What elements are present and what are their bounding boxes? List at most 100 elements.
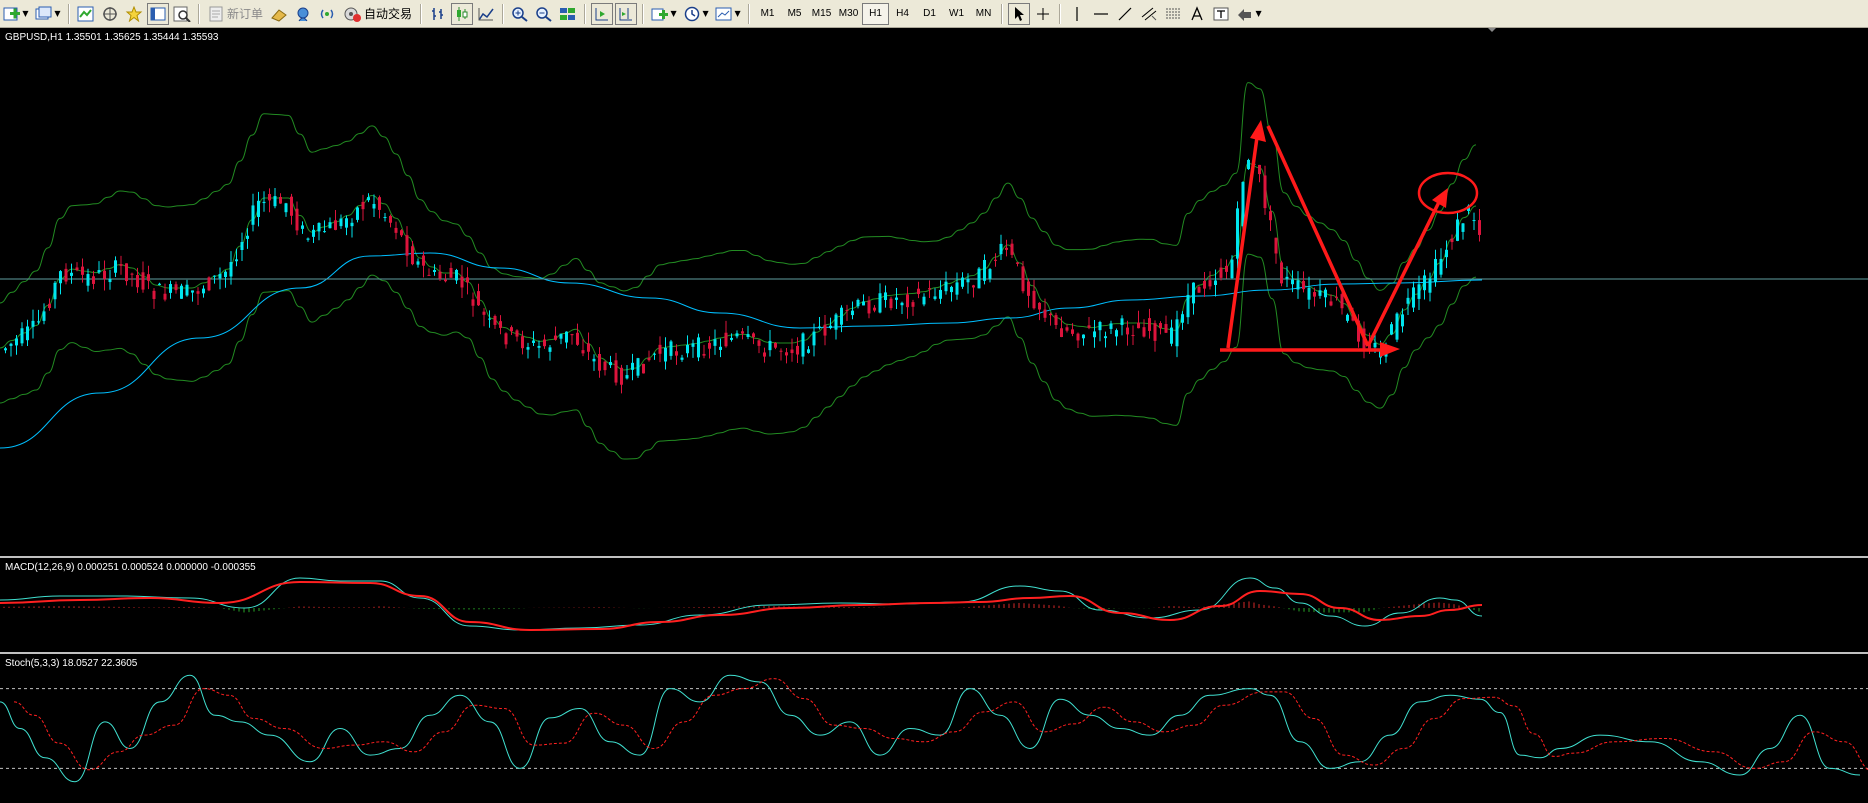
bullish-candle — [955, 282, 959, 295]
bullish-candle — [537, 345, 541, 348]
templates-button[interactable]: ▼ — [713, 3, 743, 25]
strategy-tester-button[interactable] — [171, 3, 193, 25]
price-chart[interactable] — [0, 28, 1868, 556]
channel-tool-button[interactable] — [1138, 3, 1160, 25]
bearish-candle — [554, 335, 557, 340]
bullish-candle — [1346, 314, 1349, 321]
bearish-candle — [823, 324, 827, 336]
timeframe-m30-button[interactable]: M30 — [838, 8, 859, 19]
bearish-candle — [774, 342, 777, 348]
text-label-tool-button[interactable] — [1210, 3, 1232, 25]
timeframe-m1-button[interactable]: M1 — [760, 8, 775, 19]
bearish-candle — [334, 220, 337, 230]
navigator-button[interactable] — [99, 3, 121, 25]
autoscroll-button[interactable] — [591, 2, 614, 25]
crosshair-icon — [1037, 7, 1050, 20]
bearish-candle — [1208, 280, 1212, 287]
bearish-candle — [103, 270, 106, 279]
fibonacci-tool-button[interactable] — [1162, 3, 1184, 25]
horizontal-line-tool-button[interactable] — [1090, 3, 1112, 25]
auto-trading-button[interactable]: 自动交易 — [340, 3, 415, 25]
profiles-button[interactable]: ▼ — [33, 3, 63, 25]
timeframe-h4-button[interactable]: H4 — [896, 8, 909, 19]
bullish-candle — [202, 288, 205, 294]
bullish-candle — [768, 340, 772, 351]
bullish-candle — [306, 238, 310, 240]
timeframe-m15-button[interactable]: M15 — [811, 8, 832, 19]
stochastic-main-line — [0, 674, 1861, 783]
broadcast-button[interactable] — [316, 3, 338, 25]
bullish-candle — [1406, 297, 1410, 304]
bearish-candle — [1065, 327, 1069, 331]
bullish-candle — [191, 290, 194, 293]
bearish-candle — [889, 298, 893, 309]
chevron-down-icon: ▼ — [22, 9, 29, 18]
moving-average-line — [0, 252, 1483, 449]
zoom-out-button[interactable] — [533, 3, 555, 25]
bearish-candle — [614, 360, 618, 383]
auto-trading-label: 自动交易 — [364, 7, 413, 21]
bullish-candle — [367, 197, 370, 201]
bearish-candle — [785, 352, 788, 356]
bearish-candle — [422, 255, 425, 266]
bullish-candle — [939, 289, 942, 299]
bullish-candle — [944, 281, 948, 292]
bullish-candle — [862, 301, 865, 306]
vertical-line-tool-button[interactable] — [1066, 3, 1088, 25]
new-chart-button[interactable]: ▼ — [1, 3, 31, 25]
stochastic-pane[interactable]: Stoch(5,3,3) 18.0527 22.3605 — [0, 654, 1868, 803]
new-order-button[interactable]: 新订单 — [205, 3, 266, 25]
cursor-tool-button[interactable] — [1008, 2, 1031, 25]
chart-shift-button[interactable] — [615, 2, 638, 25]
favorites-icon — [125, 5, 143, 22]
bearish-candle — [1076, 333, 1080, 341]
macd-pane[interactable]: MACD(12,26,9) 0.000251 0.000524 0.000000… — [0, 558, 1868, 654]
bullish-candle — [735, 333, 739, 337]
stochastic-chart[interactable] — [0, 654, 1868, 803]
zoom-in-button[interactable] — [509, 3, 531, 25]
bullish-candle — [1456, 219, 1459, 241]
bullish-candle — [240, 242, 244, 250]
timeframe-m5-button[interactable]: M5 — [787, 8, 802, 19]
bearish-candle — [510, 327, 513, 332]
timeframe-mn-button[interactable]: MN — [975, 8, 992, 19]
crosshair-tool-button[interactable] — [1032, 3, 1054, 25]
bearish-candle — [779, 350, 783, 352]
toolbar-separator — [748, 3, 751, 24]
zoom-out-icon — [536, 6, 552, 22]
timeframe-h1-button[interactable]: H1 — [862, 2, 890, 25]
macd-chart[interactable] — [0, 558, 1868, 652]
toolbar-separator — [1059, 3, 1062, 24]
signals-button[interactable] — [292, 3, 314, 25]
tile-windows-button[interactable] — [557, 3, 579, 25]
bullish-candle — [229, 262, 233, 277]
arrows-tool-button[interactable]: ▼ — [1234, 3, 1264, 25]
candlestick-button[interactable] — [451, 2, 474, 25]
bullish-candle — [983, 259, 986, 281]
line-chart-button[interactable] — [475, 3, 497, 25]
bearish-candle — [911, 302, 915, 307]
bullish-candle — [548, 347, 552, 352]
market-watch-button[interactable] — [75, 3, 97, 25]
trendline-tool-button[interactable] — [1114, 3, 1136, 25]
text-tool-button[interactable] — [1186, 3, 1208, 25]
bullish-candle — [86, 273, 90, 286]
signals-icon — [297, 7, 309, 21]
bearish-candle — [163, 293, 167, 300]
bearish-candle — [620, 367, 623, 385]
data-window-button[interactable] — [147, 2, 169, 25]
bullish-candle — [455, 269, 458, 281]
periods-button[interactable]: ▼ — [681, 3, 711, 25]
indicators-button[interactable]: ▼ — [649, 3, 679, 25]
bearish-candle — [906, 294, 909, 308]
main-chart-pane[interactable]: GBPUSD,H1 1.35501 1.35625 1.35444 1.3559… — [0, 28, 1868, 558]
bar-chart-button[interactable] — [427, 3, 449, 25]
metaeditor-button[interactable] — [268, 3, 290, 25]
bullish-candle — [812, 331, 816, 346]
bearish-candle — [389, 215, 392, 223]
bearish-candle — [1164, 324, 1168, 333]
timeframe-d1-button[interactable]: D1 — [923, 8, 936, 19]
bullish-candle — [1390, 324, 1393, 335]
timeframe-w1-button[interactable]: W1 — [949, 8, 965, 19]
favorites-button[interactable] — [123, 3, 145, 25]
